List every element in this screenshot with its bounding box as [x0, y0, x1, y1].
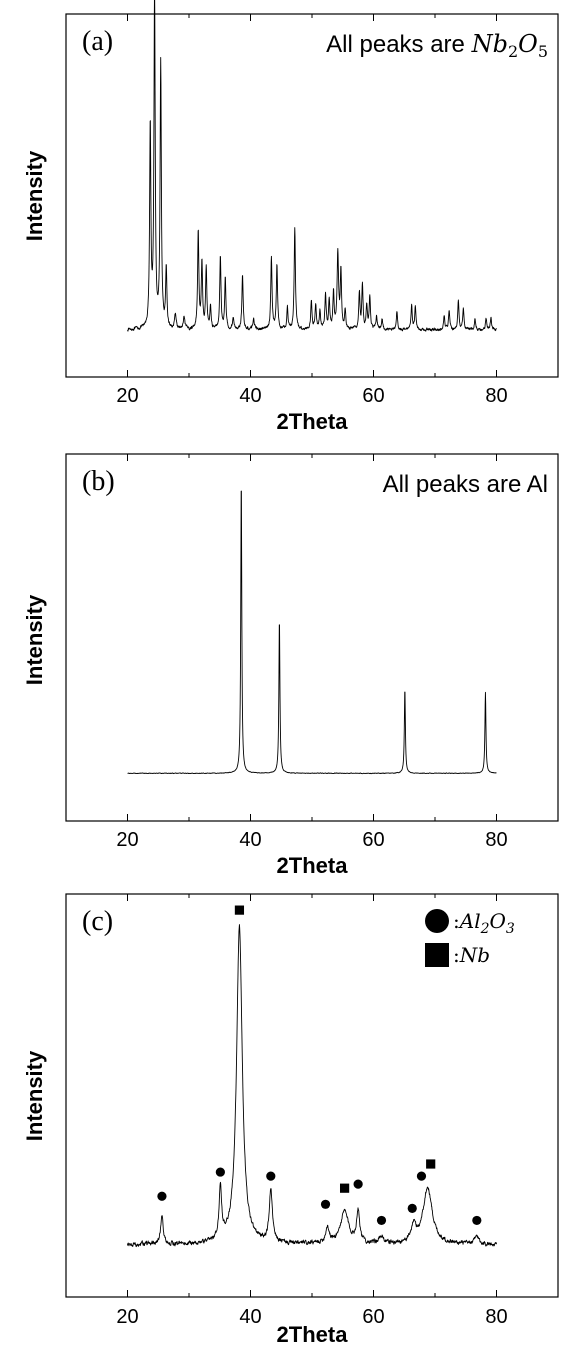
- chart-b: 20 40 60 80 2Theta Intensity (b) All peaks are …: [22, 453, 559, 878]
- chart-c: 20 40 60 80 2Theta Intensity (c) :Al2O3 :Nb: [22, 893, 559, 1347]
- x-axis-label: 2Theta: [277, 409, 349, 434]
- al2o3-peak-marker: [472, 1215, 482, 1226]
- panel-label: (c): [82, 906, 113, 937]
- x-tick-label: 80: [485, 385, 507, 407]
- y-axis-label: Intensity: [22, 150, 47, 241]
- x-tick-label: 80: [485, 1306, 507, 1328]
- x-tick-label: 20: [116, 1306, 138, 1328]
- y-axis-label: Intensity: [22, 1050, 47, 1141]
- panel-label: (a): [82, 26, 113, 57]
- plot-frame: [65, 453, 559, 822]
- panel-annotation: All peaks are Nb2O5: [326, 30, 548, 61]
- al2o3-peak-marker: [215, 1167, 225, 1177]
- panel-c: 20 40 60 80 2Theta Intensity (c) :Al2O3 :Nb: [0, 880, 574, 1350]
- x-axis-label: 2Theta: [277, 853, 349, 878]
- x-tick-label: 60: [362, 385, 384, 407]
- xrd-spectrum-line: [127, 924, 497, 1248]
- legend-entry: :Nb: [453, 943, 490, 967]
- xrd-spectrum-line: [127, 0, 497, 332]
- y-axis-label: Intensity: [22, 594, 47, 685]
- x-tick-label: 40: [239, 385, 261, 407]
- legend-circle-marker: [425, 909, 449, 933]
- x-tick-label: 60: [362, 1306, 384, 1328]
- al2o3-peak-marker: [320, 1199, 331, 1209]
- x-tick-label: 40: [239, 1306, 261, 1328]
- al2o3-peak-marker: [376, 1215, 387, 1226]
- plot-frame: [65, 13, 559, 378]
- x-tick-label: 20: [116, 385, 138, 407]
- al2o3-peak-marker: [266, 1171, 276, 1181]
- al2o3-peak-marker: [416, 1171, 427, 1181]
- legend-entry: :Al2O3: [453, 909, 515, 937]
- panel-label: (b): [82, 466, 115, 497]
- panel-b: 20 40 60 80 2Theta Intensity (b) All peaks are …: [0, 440, 574, 880]
- al2o3-peak-marker: [407, 1203, 417, 1213]
- xrd-spectrum-line: [127, 490, 497, 775]
- x-tick-label: 60: [362, 829, 384, 851]
- chart-a: 20 40 60 80 2Theta Intensity (a) All peaks are …: [22, 0, 559, 434]
- x-tick-label: 40: [239, 829, 261, 851]
- al2o3-peak-marker: [353, 1179, 363, 1189]
- x-tick-label: 20: [116, 829, 138, 851]
- x-tick-label: 80: [485, 829, 507, 851]
- al2o3-peak-marker: [157, 1191, 167, 1201]
- x-axis-label: 2Theta: [277, 1322, 349, 1347]
- panel-a: 20 40 60 80 2Theta Intensity (a) All peaks are …: [0, 0, 574, 440]
- nb-peak-marker: [426, 1159, 436, 1169]
- panel-annotation: All peaks are Al: [383, 471, 548, 498]
- nb-peak-marker: [339, 1183, 350, 1193]
- legend-square-marker: [425, 943, 449, 967]
- nb-peak-marker: [234, 905, 245, 915]
